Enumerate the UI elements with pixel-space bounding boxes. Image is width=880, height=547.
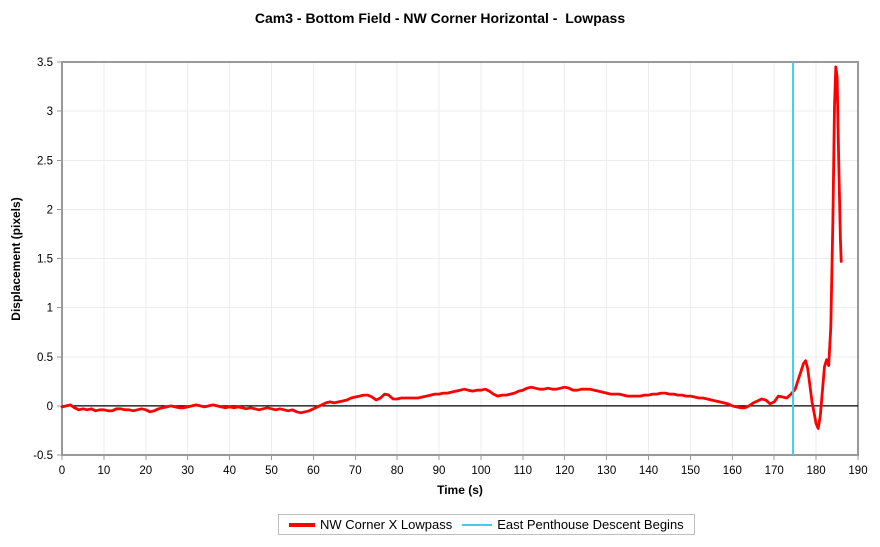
x-tick-label: 90 — [433, 465, 446, 477]
x-tick-label: 150 — [681, 465, 700, 477]
x-tick-label: 30 — [181, 465, 194, 477]
x-tick-label: 0 — [59, 465, 65, 477]
y-tick-label: 3.5 — [37, 57, 53, 69]
legend: NW Corner X Lowpass East Penthouse Desce… — [278, 514, 695, 535]
x-tick-label: 50 — [265, 465, 278, 477]
y-tick-label: 3 — [47, 106, 53, 118]
legend-label: East Penthouse Descent Begins — [497, 517, 684, 532]
x-tick-label: 120 — [555, 465, 574, 477]
y-tick-label: 1 — [47, 303, 53, 315]
y-tick-label: 1.5 — [37, 254, 53, 266]
x-tick-label: 40 — [223, 465, 236, 477]
x-tick-label: 110 — [514, 465, 532, 477]
x-tick-label: 60 — [307, 465, 320, 477]
y-tick-label: 0.5 — [37, 352, 53, 364]
y-tick-label: 2.5 — [37, 155, 53, 167]
x-tick-label: 20 — [139, 465, 152, 477]
legend-label: NW Corner X Lowpass — [320, 517, 453, 532]
legend-item-nw-corner: NW Corner X Lowpass — [289, 517, 452, 532]
x-tick-label: 130 — [597, 465, 616, 477]
legend-item-east-penthouse: East Penthouse Descent Begins — [462, 517, 684, 532]
x-tick-label: 80 — [391, 465, 404, 477]
x-tick-label: 140 — [639, 465, 658, 477]
series-line-nw-corner-x-lowpass — [60, 65, 843, 430]
y-tick-label: 2 — [47, 204, 53, 216]
y-axis-title: Displacement (pixels) — [9, 197, 23, 321]
x-axis-title: Time (s) — [437, 483, 483, 497]
x-tick-label: 100 — [471, 465, 490, 477]
cyan-line-swatch-icon — [462, 523, 493, 526]
x-tick-label: 170 — [765, 465, 784, 477]
y-tick-label: -0.5 — [33, 450, 53, 462]
x-tick-label: 10 — [97, 465, 110, 477]
x-tick-label: 190 — [848, 465, 867, 477]
plot-frame — [61, 61, 859, 456]
x-tick-label: 70 — [349, 465, 362, 477]
y-tick-label: 0 — [47, 401, 53, 413]
x-tick-label: 180 — [807, 465, 826, 477]
red-line-swatch-icon — [289, 522, 315, 527]
x-tick-label: 160 — [723, 465, 742, 477]
chart-title: Cam3 - Bottom Field - NW Corner Horizont… — [254, 10, 626, 26]
